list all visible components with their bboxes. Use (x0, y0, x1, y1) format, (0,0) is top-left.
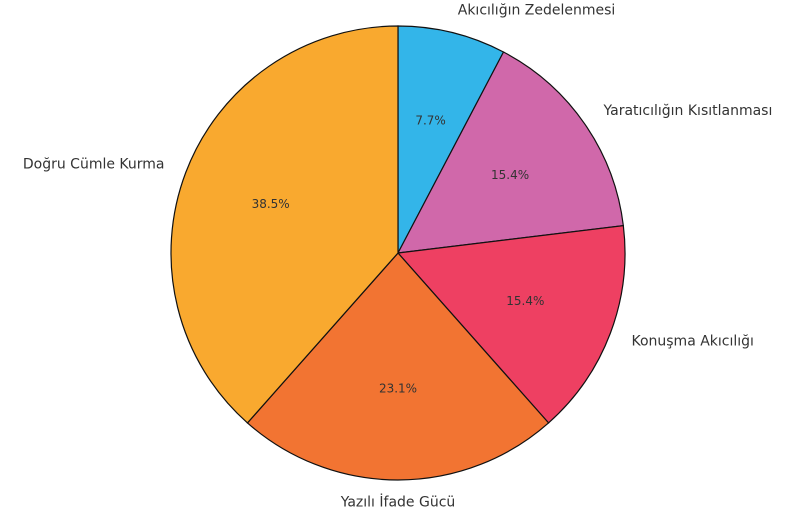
slice-label: Doğru Cümle Kurma (23, 156, 165, 172)
slice-percent: 23.1% (379, 382, 417, 396)
slice-percent: 7.7% (415, 113, 446, 127)
slice-label: Yazılı İfade Gücü (340, 493, 456, 509)
pie-slice (396, 224, 626, 424)
slice-percent: 15.4% (506, 294, 544, 308)
slice-percent: 38.5% (252, 197, 290, 211)
pie-slice (396, 51, 625, 254)
pie-slice (170, 25, 399, 424)
pie-slice (397, 25, 505, 254)
pie-slice (246, 252, 550, 481)
slice-percent: 15.4% (491, 168, 529, 182)
slice-label: Yaratıcılığın Kısıtlanması (602, 103, 772, 119)
slice-label: Konuşma Akıcılığı (631, 334, 753, 350)
slice-label: Akıcılığın Zedelenmesi (458, 3, 616, 19)
